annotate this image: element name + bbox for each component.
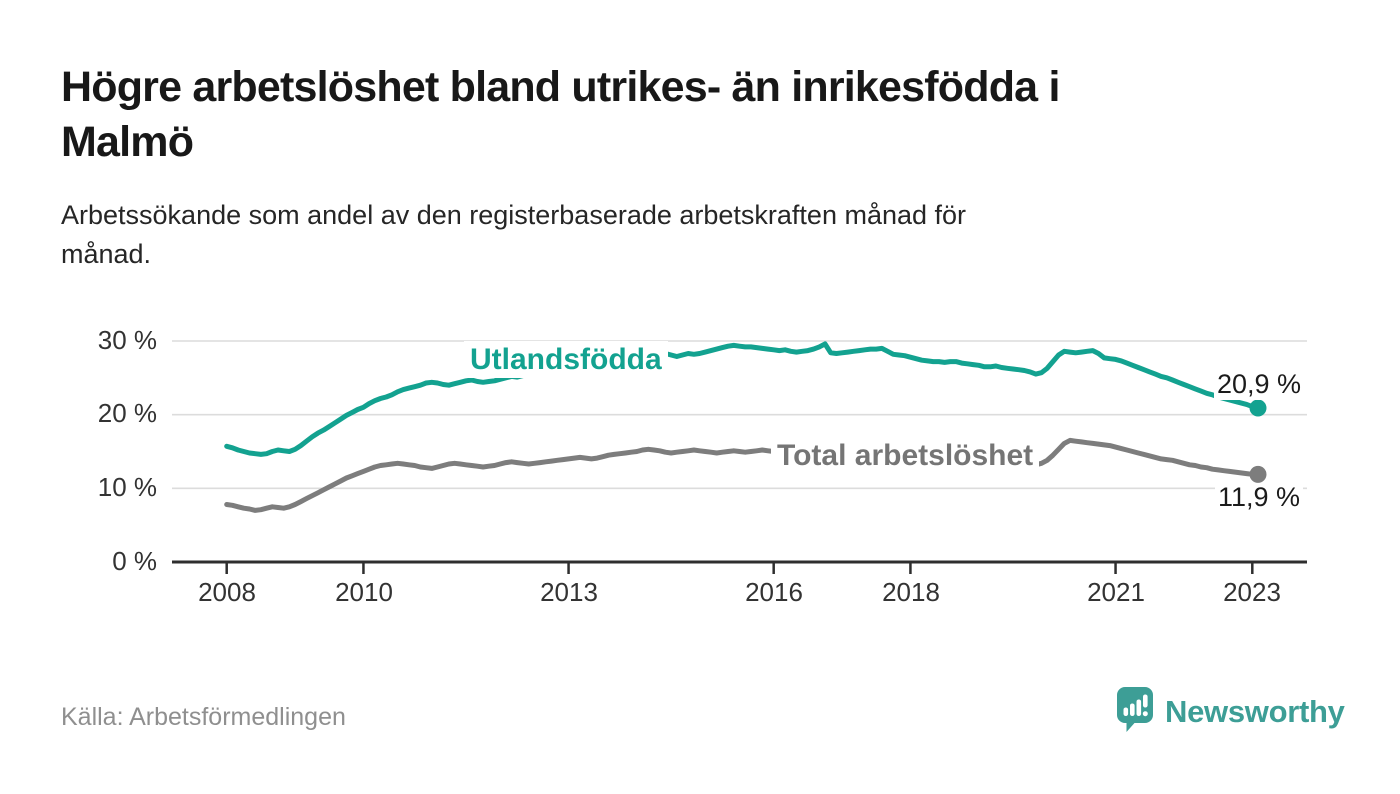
- chart-subtitle: Arbetssökande som andel av den registerb…: [61, 196, 1311, 274]
- brand-name: Newsworthy: [1165, 694, 1345, 729]
- series-label-utlandsfodda: Utlandsfödda: [464, 341, 668, 378]
- chart-subtitle-line2: månad.: [61, 239, 152, 270]
- page-title-line2: Malmö: [61, 118, 194, 167]
- end-value-label-total: 11,9 %: [1215, 482, 1304, 513]
- page-title: Högre arbetslöshet bland utrikes- än inr…: [61, 60, 1361, 170]
- brand-lockup: Newsworthy: [1116, 686, 1345, 738]
- page-title-line1: Högre arbetslöshet bland utrikes- än inr…: [61, 63, 1060, 111]
- y-tick-label-20: 20 %: [97, 398, 157, 428]
- x-tick-label-2008: 2008: [198, 577, 256, 607]
- source-note: Källa: Arbetsförmedlingen: [61, 703, 346, 731]
- x-tick-label-2013: 2013: [540, 577, 598, 607]
- x-tick-label-2023: 2023: [1223, 577, 1281, 607]
- end-dot-total: [1249, 465, 1267, 483]
- y-tick-label-10: 10 %: [97, 472, 157, 502]
- y-tick-label-0: 0 %: [112, 546, 157, 576]
- end-value-label-utlandsfodda: 20,9 %: [1214, 369, 1305, 400]
- chart-subtitle-line1: Arbetssökande som andel av den registerb…: [61, 200, 967, 230]
- newsworthy-logo-icon: [1116, 686, 1154, 738]
- x-tick-label-2010: 2010: [335, 577, 393, 607]
- x-tick-label-2021: 2021: [1087, 577, 1145, 607]
- series-line-utlandsfodda: [224, 341, 1261, 457]
- series-label-total-arbetsloshet: Total arbetslöshet: [771, 437, 1040, 474]
- x-tick-label-2018: 2018: [882, 577, 940, 607]
- end-dot-utlandsfodda: [1249, 399, 1267, 417]
- y-tick-label-30: 30 %: [97, 325, 157, 355]
- x-tick-label-2016: 2016: [745, 577, 803, 607]
- series-line-total: [224, 437, 1261, 513]
